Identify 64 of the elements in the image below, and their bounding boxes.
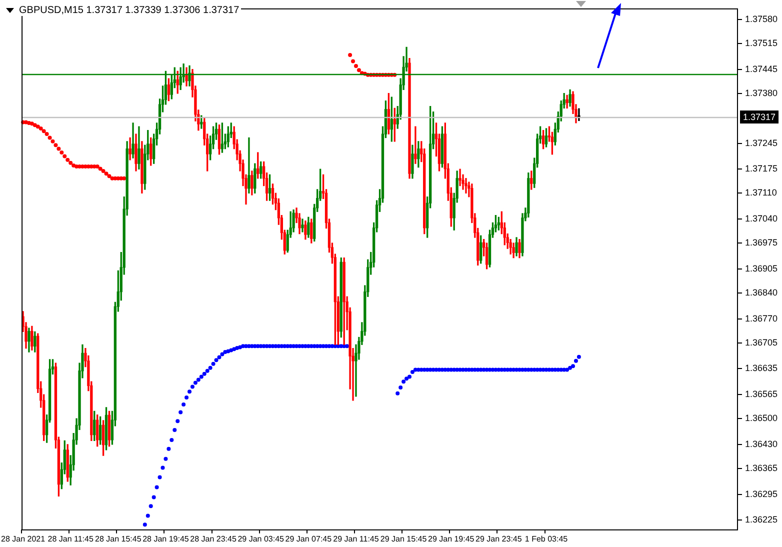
point: [30, 122, 34, 126]
x-tick-label: 29 Jan 11:45: [333, 534, 380, 544]
candlestick: [458, 168, 462, 186]
point: [95, 164, 100, 169]
x-tick-label: 29 Jan 07:45: [285, 534, 332, 544]
x-tick-label: 1 Feb 03:45: [524, 534, 568, 544]
y-tick-label: 1.37580: [745, 14, 778, 24]
x-tick-label: 29 Jan 15:45: [380, 534, 428, 544]
chart-title: GBPUSD,M15 1.37317 1.37339 1.37306 1.37317: [19, 5, 240, 16]
candlestick: [464, 178, 468, 194]
point: [32, 123, 37, 128]
point: [42, 129, 46, 134]
y-tick-label: 1.36365: [745, 462, 778, 473]
x-tick-label: 29 Jan 03:45: [238, 534, 285, 544]
y-tick-label: 1.36430: [745, 438, 778, 449]
y-tick-label: 1.37110: [745, 188, 777, 198]
y-tick-label: 1.36705: [745, 337, 778, 348]
y-tick-label: 1.36975: [745, 238, 778, 248]
point: [356, 68, 361, 72]
x-tick-label: 28 Jan 19:45: [142, 534, 190, 544]
point: [348, 52, 352, 57]
y-tick-label: 1.36905: [745, 263, 778, 274]
y-tick-label: 1.37245: [745, 138, 778, 148]
point: [66, 158, 70, 162]
point: [122, 176, 126, 180]
y-tick-label: 1.37040: [745, 214, 778, 224]
x-tick-label: 28 Jan 23:45: [190, 534, 237, 544]
y-tick-label: 1.36565: [745, 389, 778, 400]
point: [101, 168, 106, 173]
point: [62, 154, 67, 158]
point: [60, 150, 64, 155]
y-tick-label: 1.36295: [745, 488, 778, 499]
point: [104, 172, 108, 176]
x-tick-label: 28 Jan 11:45: [48, 534, 94, 544]
y-tick-label: 1.36770: [745, 313, 778, 324]
candlestick: [301, 218, 304, 232]
point: [36, 124, 40, 129]
x-tick-label: 29 Jan 23:45: [476, 534, 522, 544]
x-tick-label: 28 Jan 15:45: [95, 534, 142, 544]
point: [98, 166, 102, 171]
point: [56, 146, 61, 151]
candlestick: [578, 108, 580, 122]
point: [354, 64, 358, 68]
y-tick-label: 1.37445: [745, 64, 778, 74]
candlestick: [414, 126, 417, 164]
point: [50, 139, 55, 144]
point: [44, 132, 49, 136]
point: [107, 174, 112, 178]
point: [38, 126, 43, 130]
y-tick-label: 1.37175: [745, 164, 778, 174]
point: [48, 136, 52, 140]
y-tick-label: 1.36635: [745, 363, 778, 374]
point: [351, 59, 356, 64]
ref-line-label: 1.37317: [743, 112, 776, 122]
y-tick-label: 1.37380: [745, 88, 778, 98]
y-tick-label: 1.36840: [745, 287, 778, 298]
y-tick-label: 1.36500: [745, 413, 778, 424]
point: [54, 143, 58, 148]
candlestick: [248, 137, 250, 194]
y-tick-label: 1.36225: [745, 514, 778, 525]
x-tick-label: 29 Jan 19:45: [428, 534, 475, 544]
y-tick-label: 1.37515: [745, 38, 778, 48]
x-tick-label: 28 Jan 2021: [1, 534, 46, 544]
point: [68, 160, 73, 165]
